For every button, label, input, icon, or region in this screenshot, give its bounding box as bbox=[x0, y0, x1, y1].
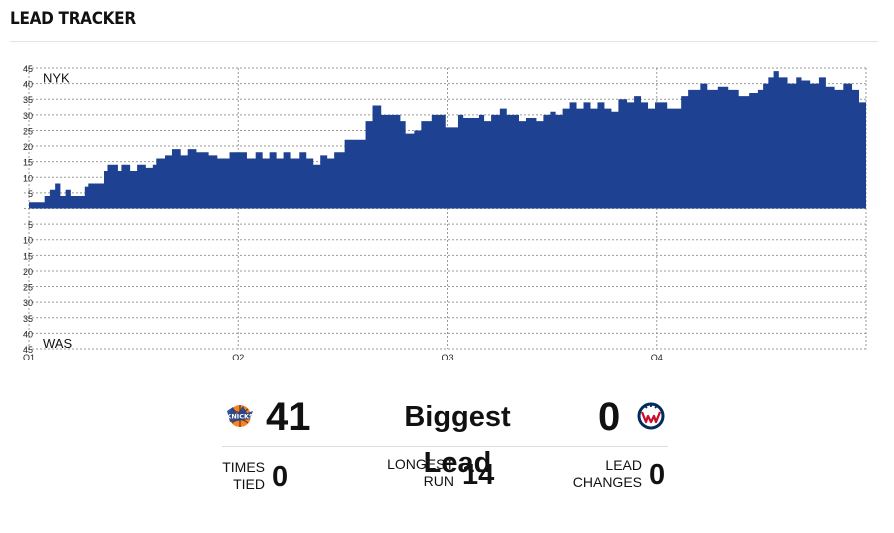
wizards-logo bbox=[637, 402, 665, 430]
y-tick-label: 30 bbox=[23, 111, 33, 121]
x-tick-label: Q1 bbox=[23, 353, 35, 360]
y-tick-label: 20 bbox=[23, 267, 33, 277]
y-tick-label: 15 bbox=[23, 251, 33, 261]
away-team-label: WAS bbox=[43, 336, 72, 351]
lead-changes-label: LEAD CHANGES bbox=[572, 457, 642, 490]
header: LEAD TRACKER bbox=[10, 8, 878, 42]
home-team-label: NYK bbox=[43, 70, 70, 85]
x-tick-label: Q2 bbox=[232, 353, 244, 360]
y-tick-label: 40 bbox=[23, 329, 33, 339]
y-tick-label: 10 bbox=[23, 173, 33, 183]
lead-tracker-chart: 45 40 35 30 25 20 15 10 5 5 10 15 20 25 30 35 40 45 NYK WAS… bbox=[23, 64, 867, 360]
times-tied-value: 0 bbox=[272, 461, 289, 493]
y-tick-label: 5 bbox=[28, 220, 33, 230]
lead-changes-value: 0 bbox=[649, 459, 666, 491]
y-tick-label: 30 bbox=[23, 298, 33, 308]
y-tick-label: 45 bbox=[23, 64, 33, 74]
biggest-lead-label: Biggest Lead bbox=[404, 401, 511, 479]
y-tick-label: 25 bbox=[23, 283, 33, 293]
away-biggest-lead: 0 bbox=[598, 395, 621, 439]
times-tied-label: TIMES TIED bbox=[222, 459, 265, 492]
svg-text:KNICKS: KNICKS bbox=[226, 413, 254, 421]
y-tick-label: 20 bbox=[23, 142, 33, 152]
y-tick-label: 35 bbox=[23, 95, 33, 105]
longest-run-value: 14 bbox=[462, 459, 495, 491]
y-tick-label: 5 bbox=[28, 189, 33, 199]
x-tick-label: Q3 bbox=[442, 353, 454, 360]
y-tick-label: 45 bbox=[23, 345, 33, 355]
page-title: LEAD TRACKER bbox=[10, 9, 136, 29]
home-biggest-lead: 41 bbox=[266, 395, 311, 439]
longest-run-label: LONGEST RUN bbox=[387, 456, 454, 489]
summary-divider bbox=[222, 446, 668, 447]
y-tick-label: 40 bbox=[23, 80, 33, 90]
x-tick-label: Q4 bbox=[651, 353, 663, 360]
y-tick-label: 10 bbox=[23, 236, 33, 246]
lead-area bbox=[29, 71, 866, 209]
y-tick-label: 15 bbox=[23, 158, 33, 168]
knicks-logo: KNICKS bbox=[226, 405, 254, 427]
y-tick-label: 35 bbox=[23, 314, 33, 324]
y-tick-label: 25 bbox=[23, 126, 33, 136]
